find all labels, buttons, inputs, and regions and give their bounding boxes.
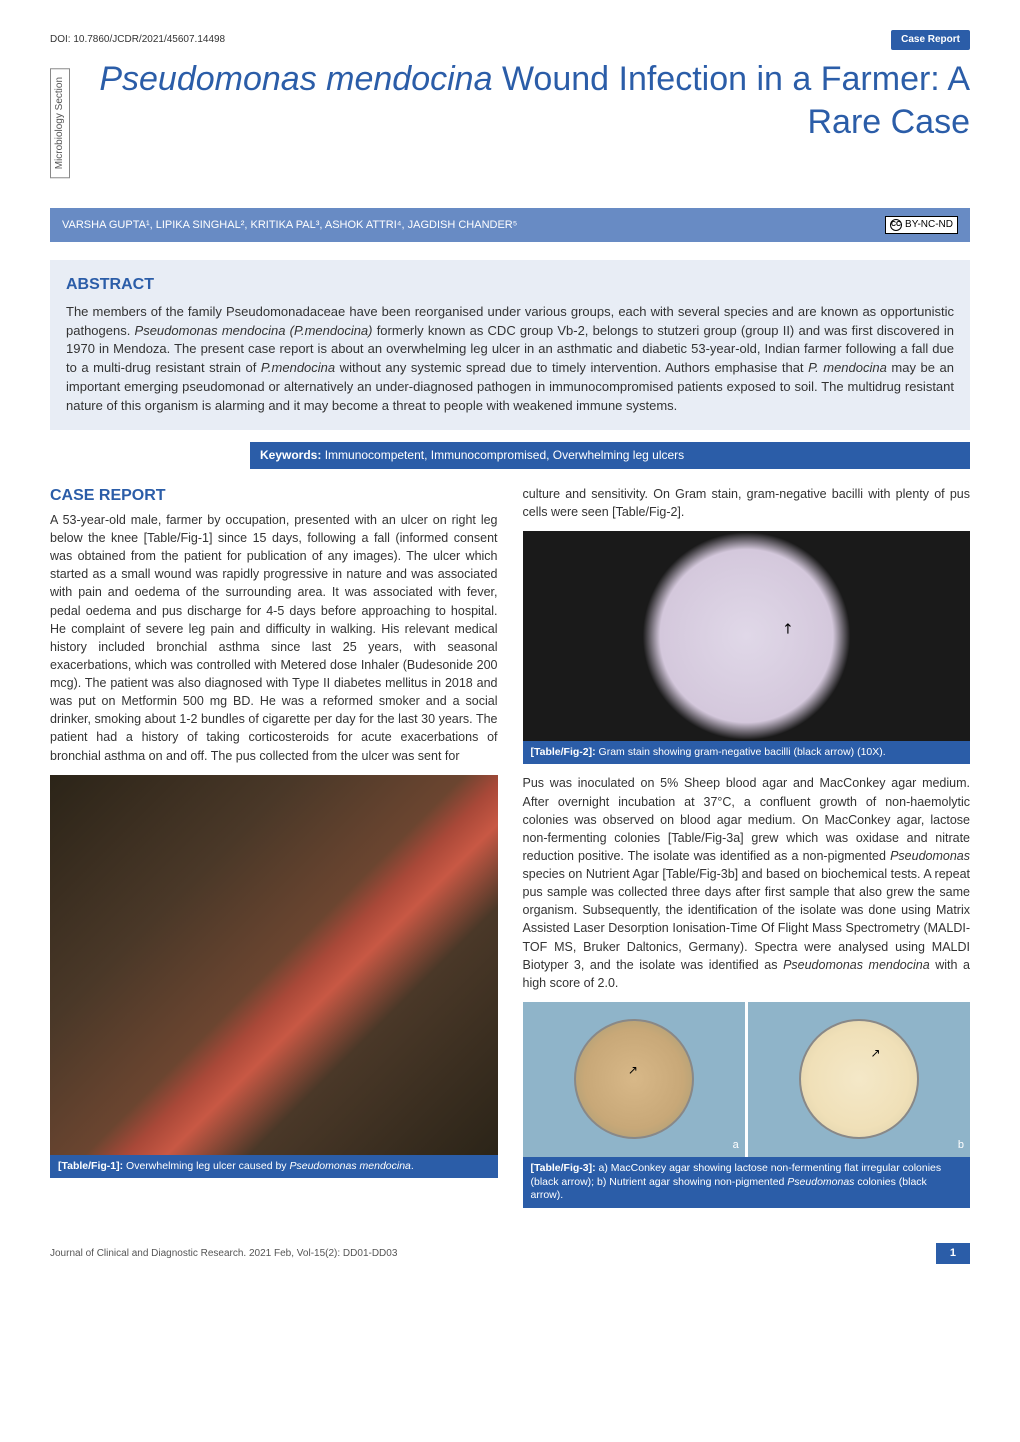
doi-text: DOI: 10.7860/JCDR/2021/45607.14498	[50, 33, 225, 47]
figure-3: ↗ a ↗ b [Table/Fig-3]: a) MacConkey agar…	[523, 1002, 971, 1208]
fig2-cap: Gram stain showing gram-negative bacilli…	[596, 746, 886, 758]
case-report-badge: Case Report	[891, 30, 970, 50]
case-report-right-p1: culture and sensitivity. On Gram stain, …	[523, 485, 971, 521]
abstract-part-4: without any systemic spread due to timel…	[335, 360, 808, 375]
case-report-right-p2: Pus was inoculated on 5% Sheep blood aga…	[523, 774, 971, 992]
title-italic-part: Pseudomonas mendocina	[99, 60, 492, 98]
p2-part-2: species on Nutrient Agar [Table/Fig-3b] …	[523, 867, 971, 972]
fig1-cap-0: Overwhelming leg ulcer caused by	[123, 1160, 289, 1172]
figure-1-image	[50, 775, 498, 1155]
figure-2: ↗ [Table/Fig-2]: Gram stain showing gram…	[523, 531, 971, 765]
fig1-label: [Table/Fig-1]:	[58, 1160, 123, 1172]
right-column: culture and sensitivity. On Gram stain, …	[523, 485, 971, 1218]
authors-text: VARSHA GUPTA¹, LIPIKA SINGHAL², KRITIKA …	[62, 218, 517, 233]
panel-a-label: a	[733, 1138, 739, 1153]
footer-citation: Journal of Clinical and Diagnostic Resea…	[50, 1247, 397, 1261]
p2-part-1: Pseudomonas	[890, 849, 970, 863]
cc-license-badge: CC BY-NC-ND	[885, 216, 958, 234]
figure-3-row: ↗ a ↗ b	[523, 1002, 971, 1157]
fig1-cap-2: .	[411, 1160, 414, 1172]
fig2-label: [Table/Fig-2]:	[531, 746, 596, 758]
two-column-body: CASE REPORT A 53-year-old male, farmer b…	[50, 485, 970, 1218]
title-rest: Wound Infection in a Farmer: A Rare Case	[493, 60, 971, 141]
figure-3a-image: ↗ a	[523, 1002, 745, 1157]
fig3-cap-1: Pseudomonas	[787, 1176, 854, 1188]
article-title: Pseudomonas mendocina Wound Infection in…	[85, 58, 970, 143]
page-number: 1	[936, 1243, 970, 1264]
abstract-heading: ABSTRACT	[66, 274, 954, 296]
case-report-heading: CASE REPORT	[50, 485, 498, 507]
case-report-left-p1: A 53-year-old male, farmer by occupation…	[50, 511, 498, 765]
arrow-icon: ↗	[870, 1045, 880, 1062]
page-footer: Journal of Clinical and Diagnostic Resea…	[50, 1243, 970, 1264]
keywords-label: Keywords:	[260, 448, 321, 462]
fig1-cap-1: Pseudomonas mendocina	[289, 1160, 410, 1172]
left-column: CASE REPORT A 53-year-old male, farmer b…	[50, 485, 498, 1218]
cc-suffix: BY-NC-ND	[905, 218, 953, 232]
header-row: Microbiology Section Pseudomonas mendoci…	[50, 58, 970, 178]
arrow-icon: ↗	[628, 1062, 638, 1079]
abstract-part-1: Pseudomonas mendocina (P.mendocina)	[135, 323, 373, 338]
cc-icon: CC	[890, 219, 902, 231]
figure-2-image: ↗	[523, 531, 971, 741]
abstract-block: ABSTRACT The members of the family Pseud…	[50, 260, 970, 429]
fig3-label: [Table/Fig-3]:	[531, 1162, 596, 1174]
top-row: DOI: 10.7860/JCDR/2021/45607.14498 Case …	[50, 30, 970, 50]
abstract-part-3: P.mendocina	[261, 360, 335, 375]
arrow-icon: ↗	[777, 618, 799, 640]
keywords-text: Immunocompetent, Immunocompromised, Over…	[321, 448, 684, 462]
panel-b-label: b	[958, 1138, 964, 1153]
petri-dish-b: ↗	[799, 1019, 919, 1139]
figure-1: [Table/Fig-1]: Overwhelming leg ulcer ca…	[50, 775, 498, 1179]
abstract-part-5: P. mendocina	[808, 360, 887, 375]
keywords-bar: Keywords: Immunocompetent, Immunocomprom…	[250, 442, 970, 469]
p2-part-3: Pseudomonas mendocina	[783, 958, 930, 972]
authors-bar: VARSHA GUPTA¹, LIPIKA SINGHAL², KRITIKA …	[50, 208, 970, 242]
petri-dish-a: ↗	[574, 1019, 694, 1139]
figure-1-caption: [Table/Fig-1]: Overwhelming leg ulcer ca…	[50, 1155, 498, 1179]
figure-3b-image: ↗ b	[748, 1002, 970, 1157]
section-vertical-label: Microbiology Section	[50, 68, 70, 178]
figure-3-caption: [Table/Fig-3]: a) MacConkey agar showing…	[523, 1157, 971, 1208]
abstract-text: The members of the family Pseudomonadace…	[66, 303, 954, 416]
figure-2-caption: [Table/Fig-2]: Gram stain showing gram-n…	[523, 741, 971, 765]
